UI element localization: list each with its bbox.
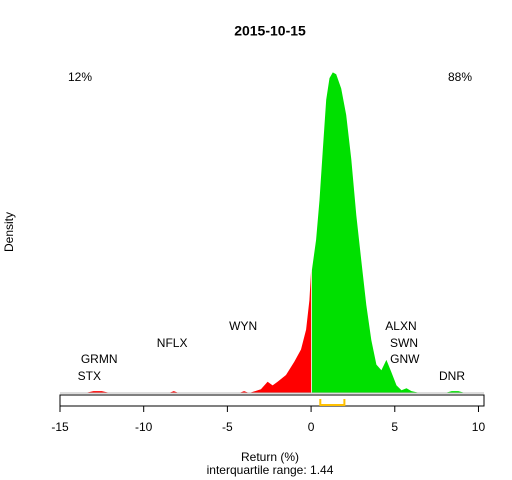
- axis-box: [59, 394, 485, 407]
- stock-label: GRMN: [81, 352, 118, 366]
- stock-label: ALXN: [385, 319, 416, 333]
- density-area: [60, 271, 312, 393]
- x-tick-label: 0: [308, 420, 315, 434]
- stock-label: WYN: [229, 319, 257, 333]
- x-tick-label: -5: [222, 420, 233, 434]
- stock-label: GNW: [390, 352, 420, 366]
- stock-label: SWN: [390, 336, 418, 350]
- x-tick-label: -15: [51, 420, 69, 434]
- density-area: [311, 72, 484, 394]
- subtitle: interquartile range: 1.44: [207, 463, 334, 477]
- x-tick-label: 10: [472, 420, 486, 434]
- x-tick-label: -10: [135, 420, 153, 434]
- left-share: 12%: [68, 70, 92, 84]
- y-axis-label: Density: [2, 212, 16, 252]
- stock-label: DNR: [439, 369, 465, 383]
- right-share: 88%: [448, 70, 472, 84]
- stock-label: STX: [78, 369, 101, 383]
- x-axis-label: Return (%): [241, 450, 299, 464]
- stock-label: NFLX: [157, 336, 188, 350]
- chart-title: 2015-10-15: [234, 23, 306, 39]
- iqr-bracket: [319, 399, 346, 406]
- x-tick-label: 5: [391, 420, 398, 434]
